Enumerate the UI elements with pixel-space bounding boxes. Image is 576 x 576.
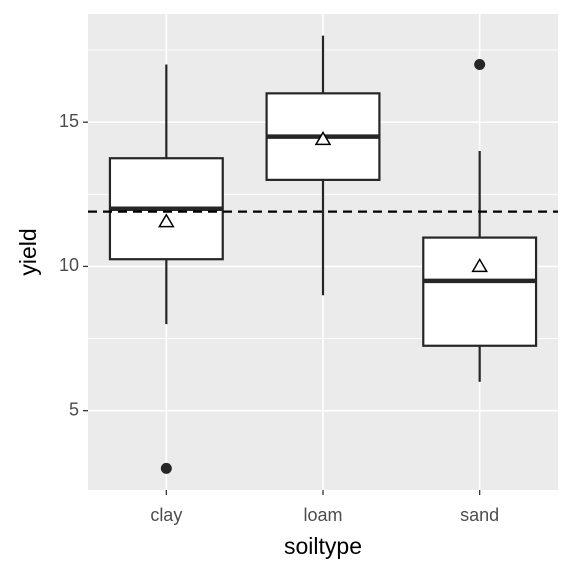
y-tick-label: 5 <box>69 399 79 419</box>
y-tick-label: 15 <box>59 111 79 131</box>
y-tick-label: 10 <box>59 255 79 275</box>
y-axis-title: yield <box>15 228 41 275</box>
mean-marker <box>158 213 175 228</box>
outlier <box>474 58 486 70</box>
x-tick-label: clay <box>150 505 182 525</box>
x-axis-title: soiltype <box>284 533 362 559</box>
mean-marker <box>471 257 488 273</box>
mean-marker <box>314 131 332 146</box>
box <box>422 236 538 347</box>
x-tick-label: sand <box>460 505 499 525</box>
x-tick-label: loam <box>303 505 342 525</box>
outlier <box>160 462 172 474</box>
